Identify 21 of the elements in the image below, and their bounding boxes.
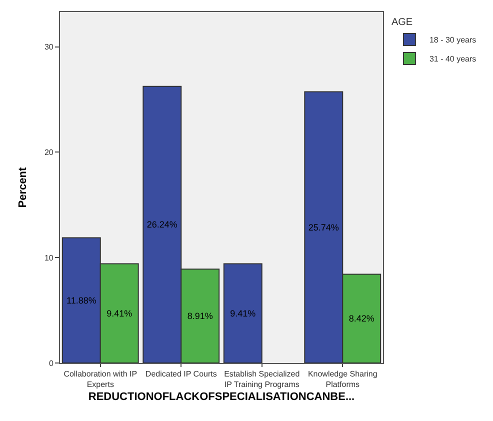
x-tick-label: Collaboration with IP Experts (64, 370, 138, 389)
legend-title: AGE (391, 17, 413, 28)
y-tick-label: 20 (44, 148, 54, 157)
y-axis-title: Percent (17, 166, 30, 208)
y-tick-label: 0 (48, 358, 54, 368)
data-label: 8.91% (187, 311, 213, 322)
y-tick-label: 30 (44, 42, 54, 52)
x-tick-label: Establish Specialized IP Training Programs (224, 370, 300, 389)
x-tick-label: Dedicated IP Courts (145, 370, 217, 379)
bar (223, 263, 262, 363)
data-label: 26.24% (146, 220, 178, 230)
x-tick-label: Knowledge Sharing Platforms (308, 370, 378, 389)
y-tick-label: 10 (44, 253, 54, 262)
data-label: 9.41% (230, 308, 256, 318)
data-label: 8.42% (348, 314, 374, 324)
legend-label: 18 - 30 years (429, 36, 476, 45)
x-axis-title: REDUCTIONOFLACKOFSPECIALISATIONCANBE... (88, 391, 355, 404)
data-label: 9.41% (106, 308, 132, 318)
legend-label: 31 - 40 years (429, 54, 476, 64)
data-label: 25.74% (308, 222, 339, 232)
data-label: 11.88% (66, 295, 96, 306)
